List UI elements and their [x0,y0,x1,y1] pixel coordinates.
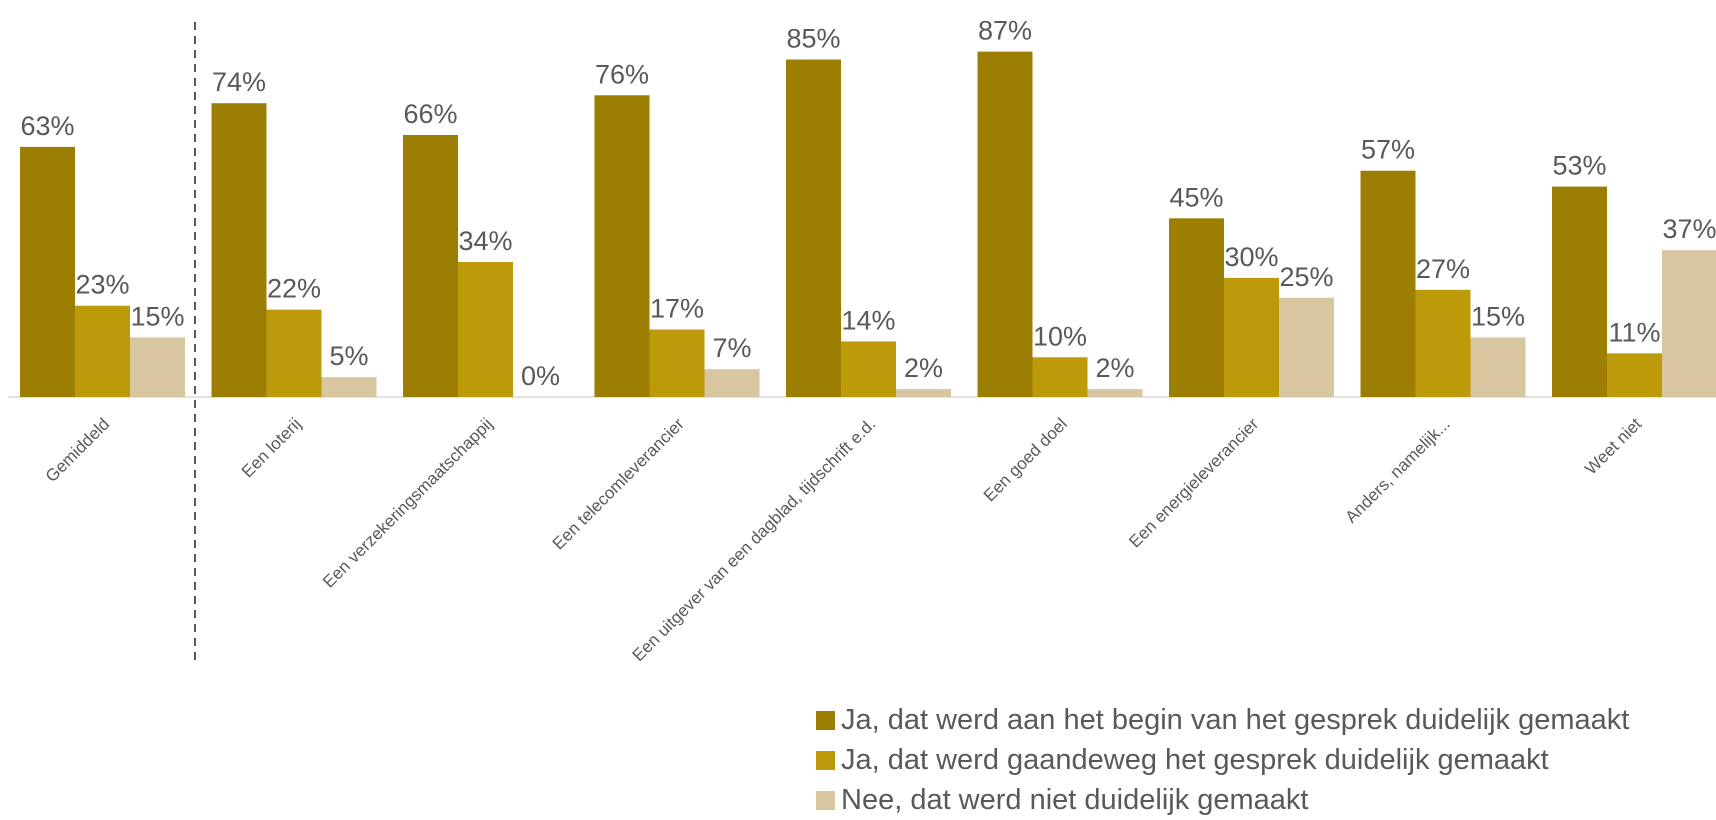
bar-een-telecomleverancier-series-3 [704,369,760,397]
data-label-een-uitgever-van-een-dagblad-tijdschrift-e-d-series-3: 2% [904,353,943,383]
category-label-een-uitgever-van-een-dagblad-tijdschrift-e-d: Een uitgever van een dagblad, tijdschrif… [629,414,880,665]
bar-gemiddeld-series-2 [75,305,130,397]
bar-een-loterij-series-2 [266,309,322,397]
bar-een-goed-doel-series-3 [1087,389,1143,397]
data-label-een-verzekeringsmaatschappij-series-3: 0% [521,361,560,391]
data-label-een-energieleverancier-series-1: 45% [1169,182,1223,212]
bar-weet-niet-series-2 [1607,353,1662,397]
data-label-een-telecomleverancier-series-2: 17% [650,294,704,324]
data-label-weet-niet-series-3: 37% [1662,214,1716,244]
bar-anders-namelijk-series-2 [1415,289,1471,397]
bar-gemiddeld-series-1 [20,146,75,397]
data-label-een-loterij-series-1: 74% [212,67,266,97]
bar-een-telecomleverancier-series-2 [649,329,705,397]
legend-label-nee: Nee, dat werd niet duidelijk gemaakt [841,783,1309,816]
data-label-weet-niet-series-1: 53% [1552,151,1606,181]
bar-een-verzekeringsmaatschappij-series-1 [403,134,458,398]
data-label-een-goed-doel-series-3: 2% [1095,353,1134,383]
legend: Ja, dat werd aan het begin van het gespr… [816,700,1629,820]
category-label-weet-niet: Weet niet [1581,414,1645,478]
category-label-een-verzekeringsmaatschappij: Een verzekeringsmaatschappij [319,414,496,591]
data-label-gemiddeld-series-2: 23% [75,270,129,300]
legend-swatch-nee [816,790,835,810]
category-label-een-goed-doel: Een goed doel [980,414,1071,505]
data-label-anders-namelijk-series-1: 57% [1361,135,1415,165]
bar-een-loterij-series-1 [211,103,267,397]
bar-weet-niet-series-3 [1662,250,1716,397]
bar-een-loterij-series-3 [321,377,377,397]
bar-een-telecomleverancier-series-1 [594,95,650,397]
bar-anders-namelijk-series-3 [1470,337,1526,397]
legend-label-begin: Ja, dat werd aan het begin van het gespr… [841,703,1630,736]
bar-een-uitgever-van-een-dagblad-tijdschrift-e-d-series-1 [786,59,841,398]
data-label-anders-namelijk-series-3: 15% [1471,301,1525,331]
data-label-een-goed-doel-series-2: 10% [1033,321,1087,351]
bar-een-verzekeringsmaatschappij-series-2 [458,262,513,397]
legend-item-gaandeweg: Ja, dat werd gaandeweg het gesprek duide… [816,740,1629,780]
data-label-een-energieleverancier-series-2: 30% [1224,242,1278,272]
category-label-een-loterij: Een loterij [238,414,305,481]
data-label-een-goed-doel-series-1: 87% [978,16,1032,46]
category-label-anders-namelijk: Anders, namelijk... [1342,414,1454,526]
data-label-een-loterij-series-2: 22% [267,274,321,304]
data-label-een-verzekeringsmaatschappij-series-1: 66% [403,99,457,129]
data-label-een-loterij-series-3: 5% [329,341,368,371]
bar-een-energieleverancier-series-2 [1224,277,1279,397]
category-label-gemiddeld: Gemiddeld [42,414,114,486]
category-label-een-energieleverancier: Een energieleverancier [1125,414,1262,551]
bar-een-energieleverancier-series-1 [1169,218,1224,397]
data-label-een-telecomleverancier-series-1: 76% [595,59,649,89]
data-label-een-uitgever-van-een-dagblad-tijdschrift-e-d-series-2: 14% [841,305,895,335]
legend-swatch-gaandeweg [816,750,835,770]
data-label-een-telecomleverancier-series-3: 7% [712,333,751,363]
legend-label-gaandeweg: Ja, dat werd gaandeweg het gesprek duide… [841,743,1549,776]
bar-weet-niet-series-1 [1552,186,1607,397]
data-label-een-uitgever-van-een-dagblad-tijdschrift-e-d-series-1: 85% [786,24,840,54]
data-label-anders-namelijk-series-2: 27% [1416,254,1470,284]
category-label-een-telecomleverancier: Een telecomleverancier [549,414,688,553]
bar-een-goed-doel-series-2 [1032,357,1088,397]
bar-een-uitgever-van-een-dagblad-tijdschrift-e-d-series-2 [841,341,896,397]
data-label-een-verzekeringsmaatschappij-series-2: 34% [458,226,512,256]
bar-gemiddeld-series-3 [130,337,185,397]
bar-een-goed-doel-series-1 [977,51,1033,398]
bar-een-energieleverancier-series-3 [1279,297,1334,397]
data-label-een-energieleverancier-series-3: 25% [1279,262,1333,292]
data-label-weet-niet-series-2: 11% [1608,317,1660,347]
data-label-gemiddeld-series-3: 15% [130,301,184,331]
bar-anders-namelijk-series-1 [1360,170,1416,397]
bar-een-uitgever-van-een-dagblad-tijdschrift-e-d-series-3 [896,389,951,397]
legend-item-begin: Ja, dat werd aan het begin van het gespr… [816,700,1629,740]
legend-item-nee: Nee, dat werd niet duidelijk gemaakt [816,780,1629,820]
data-label-gemiddeld-series-1: 63% [20,111,74,141]
legend-swatch-begin [816,710,835,730]
